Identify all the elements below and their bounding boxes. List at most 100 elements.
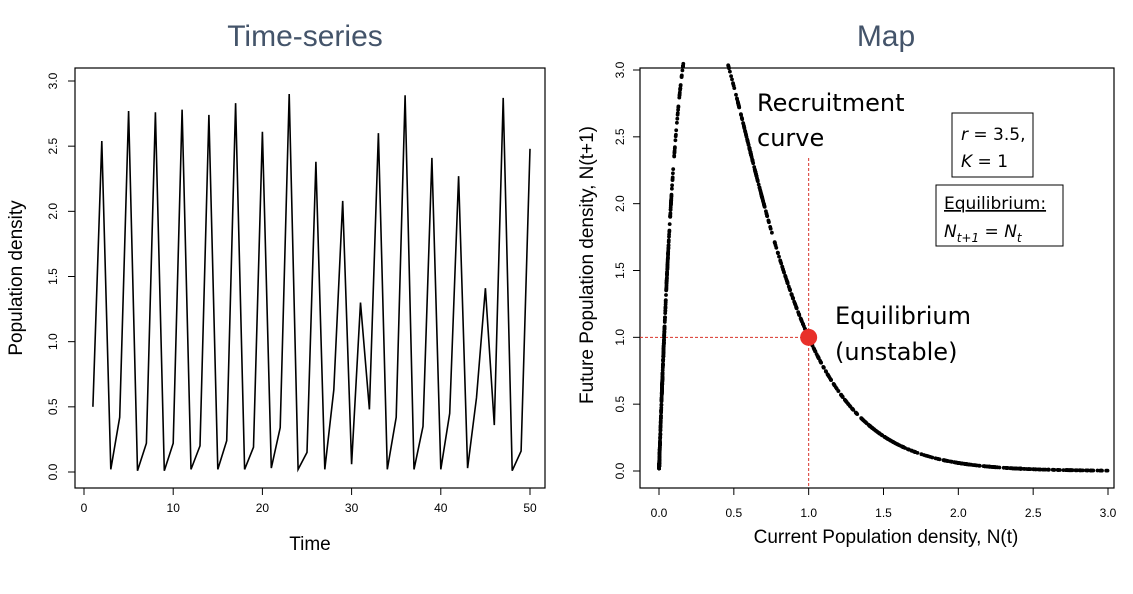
- map-point: [751, 161, 756, 166]
- map-point: [875, 429, 879, 434]
- map-point: [673, 138, 678, 143]
- map-point: [790, 293, 794, 298]
- map-point: [928, 455, 933, 459]
- map-point: [882, 435, 887, 439]
- map-point: [906, 447, 911, 452]
- map-point: [659, 410, 663, 415]
- map-point: [658, 421, 663, 425]
- map-point: [794, 306, 799, 311]
- map-point: [672, 146, 677, 151]
- map-point: [672, 151, 677, 155]
- map-point: [839, 393, 843, 397]
- map-point: [984, 464, 988, 469]
- equilibrium-definition-box: Equilibrium: Nt+1 = Nt: [935, 184, 1064, 247]
- map-point: [768, 226, 773, 231]
- map-plot-frame: [639, 67, 1115, 489]
- equilibrium-box-title: Equilibrium:: [944, 194, 1046, 214]
- map-point: [661, 354, 666, 359]
- map-point: [679, 75, 684, 79]
- map-point: [1017, 466, 1021, 471]
- map-point: [658, 442, 662, 447]
- map-point: [667, 222, 672, 227]
- map-point: [660, 368, 665, 373]
- map-point: [734, 92, 738, 97]
- map-point: [663, 308, 668, 313]
- timeseries-y-tick-label: 2.5: [46, 138, 60, 155]
- map-point: [660, 382, 664, 387]
- map-point: [1067, 468, 1072, 473]
- map-point: [937, 457, 942, 462]
- map-point: [766, 218, 771, 223]
- map-point: [667, 229, 672, 234]
- map-point: [661, 358, 665, 363]
- map-point: [815, 354, 820, 359]
- map-point: [1073, 468, 1078, 473]
- map-point: [913, 450, 917, 454]
- map-point: [669, 192, 674, 197]
- map-point: [844, 400, 849, 405]
- map-point: [728, 69, 732, 74]
- map-point: [1098, 468, 1102, 473]
- map-point: [665, 262, 670, 267]
- map-point: [832, 382, 837, 387]
- map-point: [732, 86, 737, 90]
- map-point: [762, 203, 767, 208]
- map-point: [1038, 467, 1043, 472]
- map-point: [954, 460, 959, 465]
- map-point: [772, 240, 777, 245]
- map-point: [770, 230, 774, 235]
- map-point: [663, 305, 668, 310]
- map-point: [764, 209, 768, 214]
- map-point: [1028, 467, 1033, 471]
- map-x-tick-label: 2.0: [950, 506, 967, 520]
- map-point: [1041, 467, 1046, 472]
- map-point: [664, 293, 668, 297]
- map-point: [675, 111, 680, 115]
- map-point: [749, 153, 754, 158]
- map-point: [746, 142, 751, 147]
- map-point: [658, 424, 663, 428]
- map-point: [668, 211, 673, 216]
- timeseries-series-line: [92, 93, 531, 473]
- map-point: [739, 116, 744, 120]
- map-point: [662, 329, 667, 334]
- map-point: [731, 81, 735, 85]
- map-point: [674, 132, 678, 137]
- map-point: [1022, 467, 1027, 471]
- map-point: [829, 377, 833, 382]
- timeseries-panel: Time-series 0 10 20 30 40 50 0.0 0.5 1.0 1.5 2.0 2…: [6, 20, 546, 555]
- map-point: [663, 315, 667, 320]
- equilibrium-label-line1: Equilibrium: [835, 302, 971, 330]
- recruitment-label-line2: curve: [757, 124, 824, 152]
- map-point: [658, 428, 663, 433]
- map-y-tick-label: 3.0: [613, 61, 627, 78]
- map-point: [666, 246, 671, 250]
- map-point: [860, 417, 864, 421]
- parameter-r-text: r = 3.5,: [961, 125, 1026, 145]
- map-point: [761, 199, 765, 203]
- map-point: [664, 287, 669, 292]
- map-point: [1070, 468, 1075, 473]
- map-point: [660, 371, 665, 376]
- map-point: [974, 463, 979, 468]
- map-point: [781, 267, 785, 272]
- map-point: [666, 243, 671, 248]
- map-point: [661, 361, 665, 366]
- map-scatter-points: [657, 61, 1110, 473]
- map-x-tick-label: 2.5: [1025, 506, 1042, 520]
- map-point: [1046, 467, 1051, 472]
- timeseries-y-tick-label: 1.0: [46, 333, 60, 350]
- map-point: [675, 116, 680, 121]
- map-point: [659, 391, 664, 396]
- map-point: [785, 281, 790, 285]
- map-point: [659, 415, 663, 420]
- timeseries-title: Time-series: [227, 20, 383, 53]
- map-point: [797, 312, 801, 317]
- equilibrium-box-formula: Nt+1 = Nt: [944, 222, 1023, 245]
- map-point: [1033, 467, 1037, 472]
- map-x-tick-label: 1.5: [875, 506, 892, 520]
- map-point: [991, 465, 996, 469]
- map-point: [1013, 466, 1018, 471]
- map-point: [756, 182, 761, 187]
- timeseries-y-tick-label: 0.0: [46, 463, 60, 480]
